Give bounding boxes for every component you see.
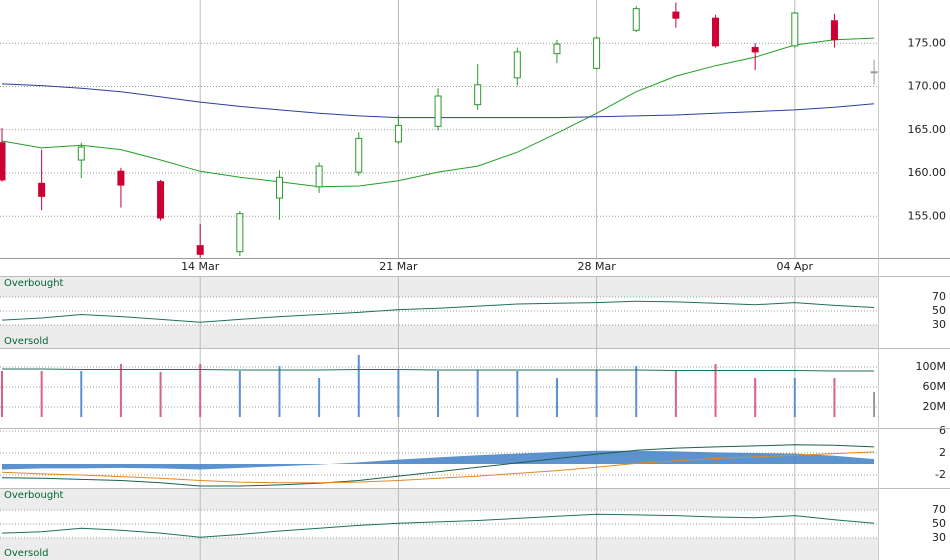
x-tick-label: 04 Apr <box>777 260 814 273</box>
volume-bar <box>714 364 717 417</box>
annotation: Overbought <box>4 278 64 289</box>
volume-bar <box>1 371 3 417</box>
volume-bar <box>397 370 400 417</box>
candle-body <box>474 84 482 106</box>
line <box>1 444 875 487</box>
oversold-band <box>0 325 878 348</box>
y-tick-label: 160.00 <box>908 166 947 179</box>
y-tick-label: 60M <box>923 380 947 393</box>
annotation: Overbought <box>4 490 64 501</box>
volume-bar <box>318 378 321 417</box>
y-tick-label: 50 <box>932 517 946 530</box>
y-tick-label: 6 <box>939 424 946 437</box>
volume-bar <box>873 392 876 417</box>
candle-body <box>157 181 165 219</box>
candle-body <box>672 11 680 19</box>
overbought-band <box>0 489 878 510</box>
candle-body <box>434 95 442 127</box>
line <box>1 300 875 323</box>
volume-bar <box>80 371 83 417</box>
candle-body <box>196 245 204 255</box>
candle-body <box>712 17 720 47</box>
volume-bar <box>278 366 281 417</box>
candle-body <box>830 20 838 41</box>
volume-bar <box>516 371 519 417</box>
y-tick-label: 2 <box>939 446 946 459</box>
candle-body <box>236 213 244 253</box>
panel-backgrounds <box>0 277 878 560</box>
candle-body <box>275 176 283 199</box>
candle-body <box>117 170 125 186</box>
y-tick-label: 155.00 <box>908 209 947 222</box>
y-tick-label: 70 <box>932 290 946 303</box>
x-tick-label: 21 Mar <box>379 260 418 273</box>
labels: 155.00 160.00 165.00 170.00 175.00 14 Mar 21 M… <box>4 36 946 559</box>
candle-body <box>394 124 402 143</box>
oversold-band <box>0 538 878 560</box>
volume-bar <box>833 378 836 417</box>
annotation: Oversold <box>4 548 49 559</box>
y-tick-label: 50 <box>932 304 946 317</box>
y-tick-label: 20M <box>923 400 947 413</box>
volume-bar <box>199 364 202 417</box>
candle-body <box>315 165 323 188</box>
x-tick-label: 28 Mar <box>577 260 616 273</box>
marks <box>0 2 878 538</box>
x-tick-label: 14 Mar <box>181 260 220 273</box>
y-tick-label: 165.00 <box>908 123 947 136</box>
volume-bar <box>238 371 241 417</box>
y-tick-label: 170.00 <box>908 80 947 93</box>
candle-body <box>77 146 85 161</box>
candle-body <box>0 142 6 181</box>
candle-body <box>870 71 878 74</box>
line <box>2 368 875 372</box>
volume-bar <box>119 364 122 417</box>
y-tick-label: 100M <box>916 360 947 373</box>
line <box>1 37 875 188</box>
candle-body <box>632 8 640 31</box>
overbought-band <box>0 277 878 297</box>
candle-body <box>791 12 799 47</box>
volume-bar <box>476 370 479 417</box>
volume-bar <box>555 378 558 417</box>
volume-bar <box>674 371 677 417</box>
candle-body <box>751 47 759 53</box>
volume-bar <box>793 378 796 417</box>
volume-bar <box>437 371 440 417</box>
line <box>1 451 875 484</box>
volume-bar <box>754 378 757 417</box>
volume-bar <box>159 372 162 417</box>
candle-body <box>593 37 601 69</box>
histogram-area <box>2 450 875 470</box>
y-tick-label: 175.00 <box>908 36 947 49</box>
y-tick-label: 70 <box>932 503 946 516</box>
annotation: Oversold <box>4 336 49 347</box>
y-tick-label: 30 <box>932 531 946 544</box>
y-tick-label: -2 <box>935 468 946 481</box>
volume-bar <box>635 366 638 417</box>
candle-body <box>38 182 46 197</box>
volume-bar <box>357 355 360 417</box>
candle-body <box>553 43 561 55</box>
volume-bar <box>40 371 43 417</box>
y-tick-label: 30 <box>932 318 946 331</box>
line <box>1 513 875 538</box>
candle-body <box>355 137 363 173</box>
candle-body <box>513 51 521 79</box>
volume-bar <box>595 370 598 417</box>
